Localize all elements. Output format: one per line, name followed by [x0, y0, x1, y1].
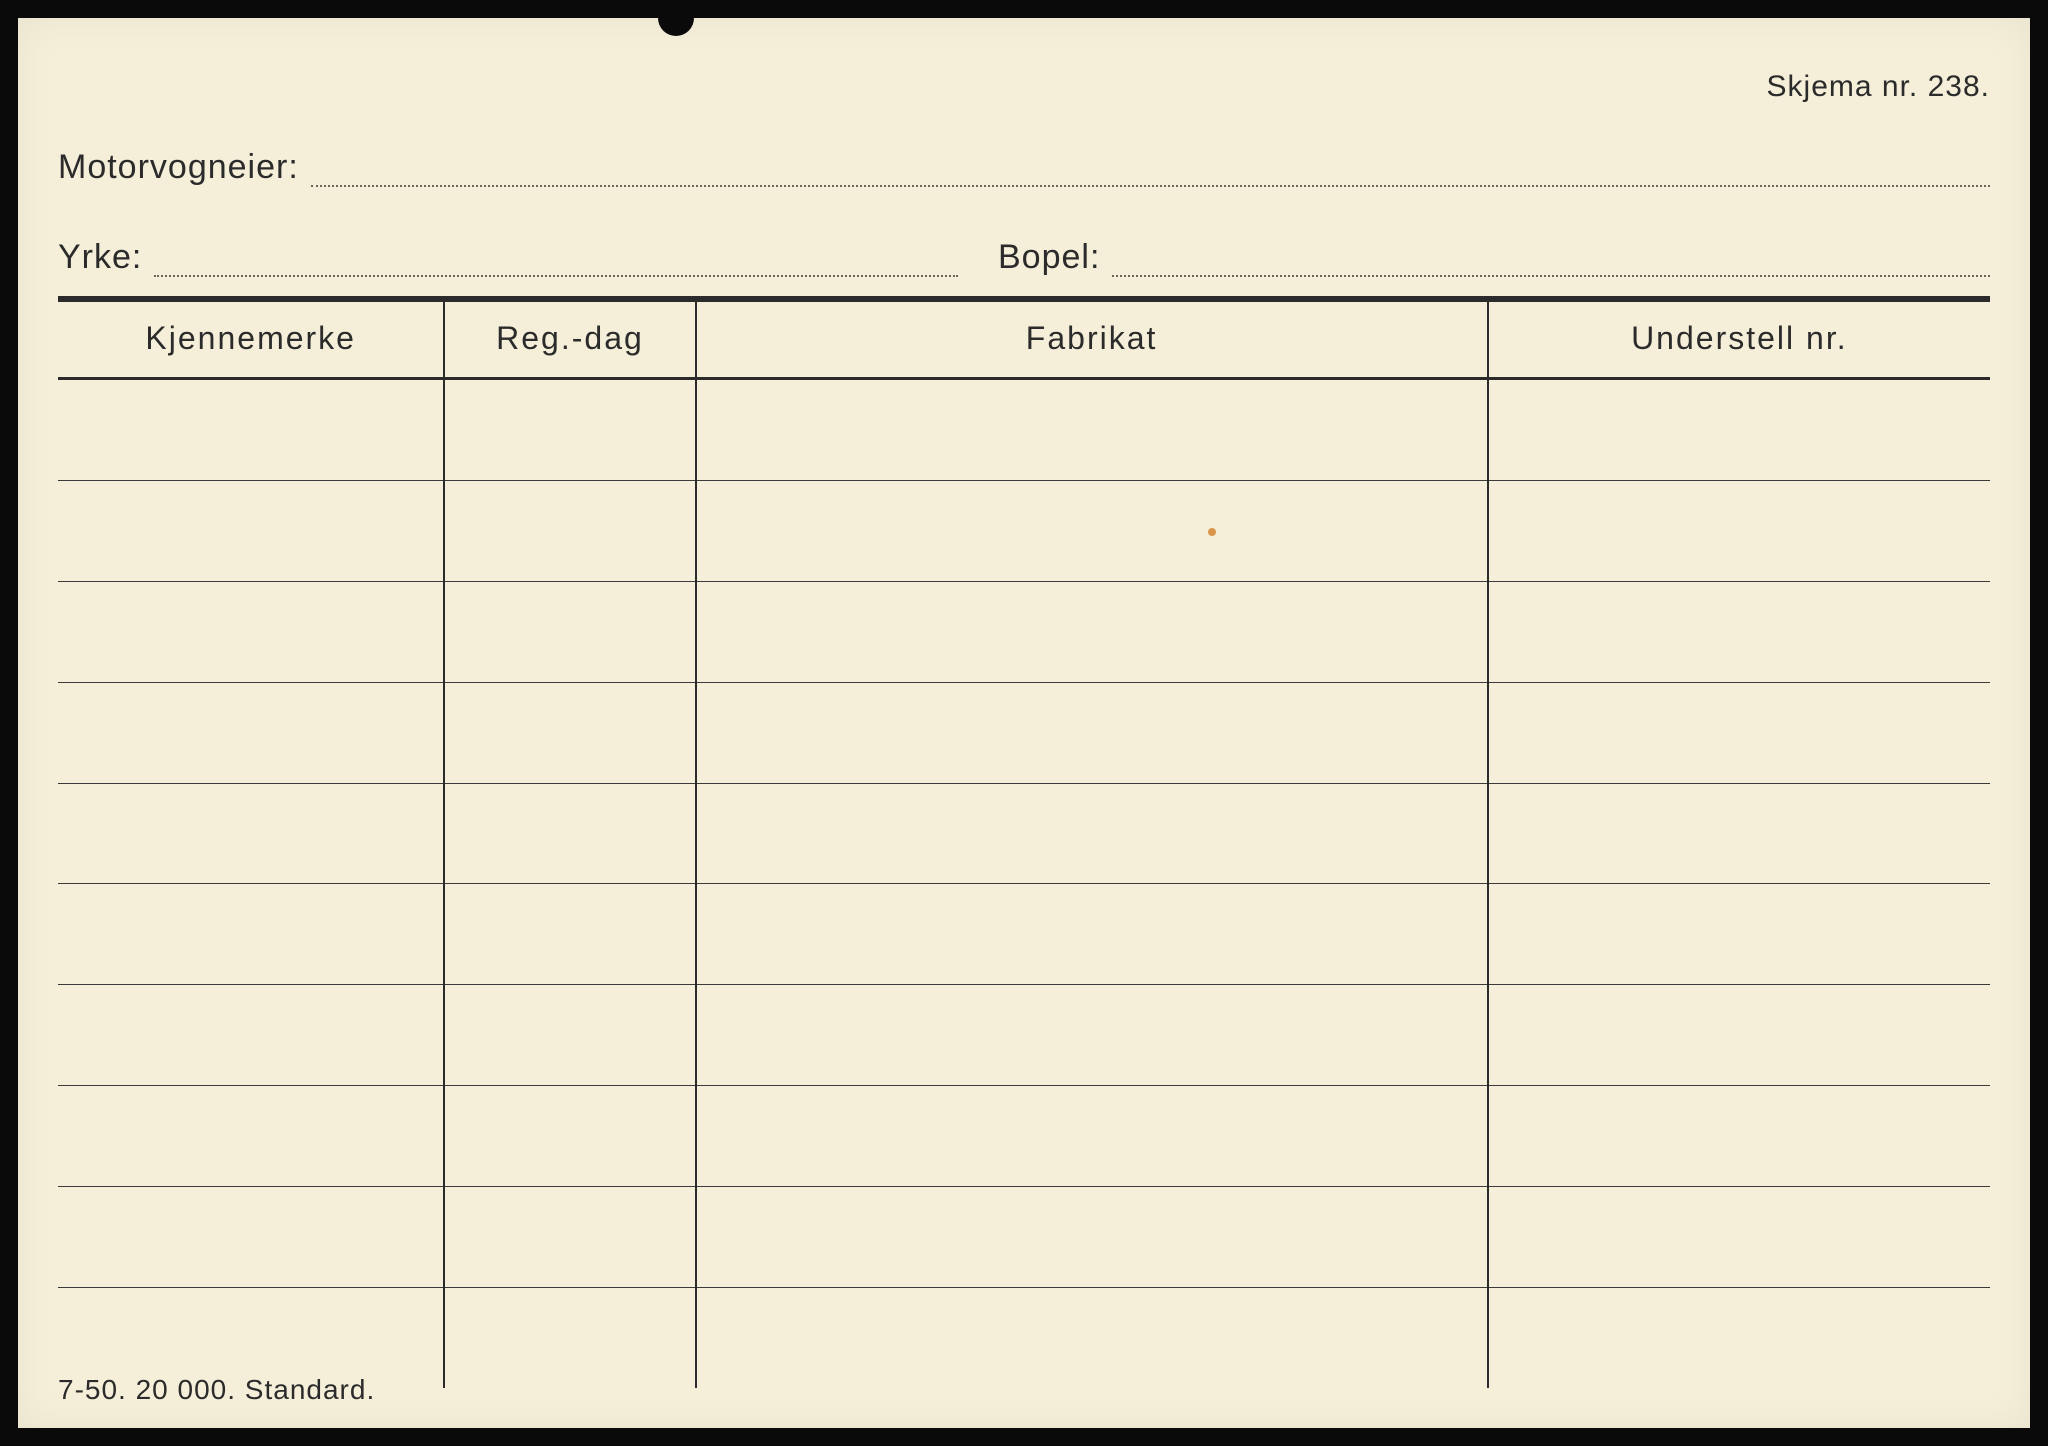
registration-card: Skjema nr. 238. Motorvogneier: Yrke: Bop… — [18, 18, 2030, 1428]
table-cell[interactable] — [1488, 985, 1990, 1086]
table-cell[interactable] — [58, 985, 444, 1086]
occupation-field-row: Yrke: — [58, 238, 958, 277]
table-row — [58, 480, 1990, 581]
table-row — [58, 379, 1990, 481]
table-cell[interactable] — [696, 379, 1488, 481]
table-cell[interactable] — [58, 480, 444, 581]
table-cell[interactable] — [1488, 783, 1990, 884]
vehicle-table-header-row: KjennemerkeReg.-dagFabrikatUnderstell nr… — [58, 299, 1990, 379]
col-header-1: Reg.-dag — [444, 299, 695, 379]
table-cell[interactable] — [1488, 480, 1990, 581]
residence-write-line[interactable] — [1112, 247, 1990, 277]
owner-field-row: Motorvogneier: — [58, 148, 1990, 187]
table-cell[interactable] — [444, 783, 695, 884]
table-cell[interactable] — [1488, 682, 1990, 783]
occupation-write-line[interactable] — [154, 247, 958, 277]
table-cell[interactable] — [58, 884, 444, 985]
table-cell[interactable] — [444, 682, 695, 783]
table-cell[interactable] — [696, 1187, 1488, 1288]
table-cell[interactable] — [444, 884, 695, 985]
table-cell[interactable] — [58, 581, 444, 682]
table-cell[interactable] — [444, 1086, 695, 1187]
table-cell[interactable] — [696, 581, 1488, 682]
table-cell[interactable] — [696, 985, 1488, 1086]
table-cell[interactable] — [444, 379, 695, 481]
table-cell[interactable] — [1488, 1187, 1990, 1288]
form-number: Skjema nr. 238. — [1767, 70, 1990, 104]
table-cell[interactable] — [58, 1086, 444, 1187]
table-cell[interactable] — [1488, 1288, 1990, 1388]
card-notch — [658, 16, 694, 36]
table-cell[interactable] — [58, 1187, 444, 1288]
table-cell[interactable] — [58, 783, 444, 884]
table-row — [58, 1086, 1990, 1187]
vehicle-table-body — [58, 379, 1990, 1389]
table-row — [58, 1187, 1990, 1288]
table-cell[interactable] — [1488, 884, 1990, 985]
paper-speck — [1208, 528, 1216, 536]
print-run-note: 7-50. 20 000. Standard. — [58, 1374, 375, 1406]
table-cell[interactable] — [444, 985, 695, 1086]
table-row — [58, 884, 1990, 985]
residence-field-row: Bopel: — [998, 238, 1990, 277]
col-header-3: Understell nr. — [1488, 299, 1990, 379]
table-row — [58, 682, 1990, 783]
vehicle-table: KjennemerkeReg.-dagFabrikatUnderstell nr… — [58, 296, 1990, 1388]
table-cell[interactable] — [58, 1288, 444, 1388]
table-row — [58, 1288, 1990, 1388]
table-cell[interactable] — [444, 480, 695, 581]
table-cell[interactable] — [696, 884, 1488, 985]
residence-label: Bopel: — [998, 238, 1112, 277]
table-cell[interactable] — [696, 1288, 1488, 1388]
table-cell[interactable] — [1488, 379, 1990, 481]
table-cell[interactable] — [444, 581, 695, 682]
owner-label: Motorvogneier: — [58, 148, 311, 187]
col-header-0: Kjennemerke — [58, 299, 444, 379]
table-cell[interactable] — [696, 682, 1488, 783]
table-cell[interactable] — [696, 480, 1488, 581]
table-row — [58, 581, 1990, 682]
table-row — [58, 985, 1990, 1086]
table-cell[interactable] — [444, 1187, 695, 1288]
table-cell[interactable] — [1488, 1086, 1990, 1187]
vehicle-table-wrap: KjennemerkeReg.-dagFabrikatUnderstell nr… — [58, 296, 1990, 1388]
table-cell[interactable] — [58, 379, 444, 481]
table-cell[interactable] — [696, 783, 1488, 884]
table-cell[interactable] — [1488, 581, 1990, 682]
table-cell[interactable] — [696, 1086, 1488, 1187]
table-row — [58, 783, 1990, 884]
occupation-label: Yrke: — [58, 238, 154, 277]
vehicle-table-head: KjennemerkeReg.-dagFabrikatUnderstell nr… — [58, 299, 1990, 379]
table-cell[interactable] — [444, 1288, 695, 1388]
table-cell[interactable] — [58, 682, 444, 783]
col-header-2: Fabrikat — [696, 299, 1488, 379]
owner-write-line[interactable] — [311, 157, 1990, 187]
